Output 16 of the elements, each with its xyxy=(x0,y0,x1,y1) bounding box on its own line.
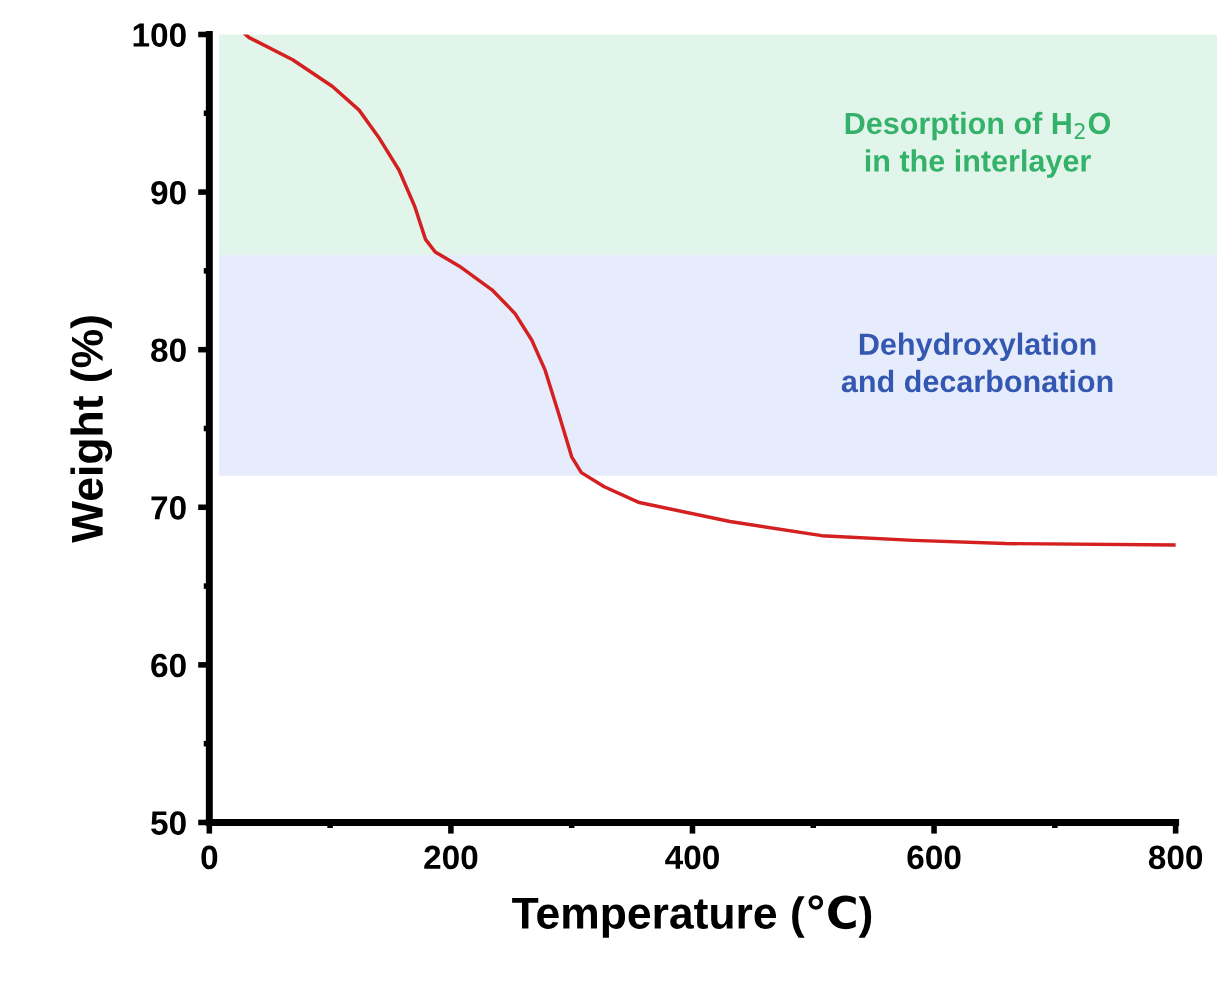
y-axis-title: Weight (%) xyxy=(70,316,113,543)
band-label: Desorption of H$_{2}$O in the interlayer xyxy=(845,111,1111,178)
x-axis-title: Temperature (℃) xyxy=(512,895,872,938)
y-tick-label: 80 xyxy=(151,338,186,363)
y-tick-label: 60 xyxy=(151,653,186,678)
x-tick-label: 600 xyxy=(907,845,961,870)
x-tick-label: 800 xyxy=(1148,845,1203,870)
y-tick-label: 90 xyxy=(151,180,186,205)
y-tick-label: 70 xyxy=(151,496,186,520)
x-tick-label: 400 xyxy=(665,845,719,870)
band-label: Dehydroxylation and decarbonation xyxy=(841,332,1113,393)
y-tick-label: 100 xyxy=(133,23,186,47)
x-tick-label: 0 xyxy=(201,845,218,870)
x-tick-label: 200 xyxy=(424,845,478,870)
line-series xyxy=(243,34,1176,547)
y-tick-label: 50 xyxy=(151,811,186,835)
